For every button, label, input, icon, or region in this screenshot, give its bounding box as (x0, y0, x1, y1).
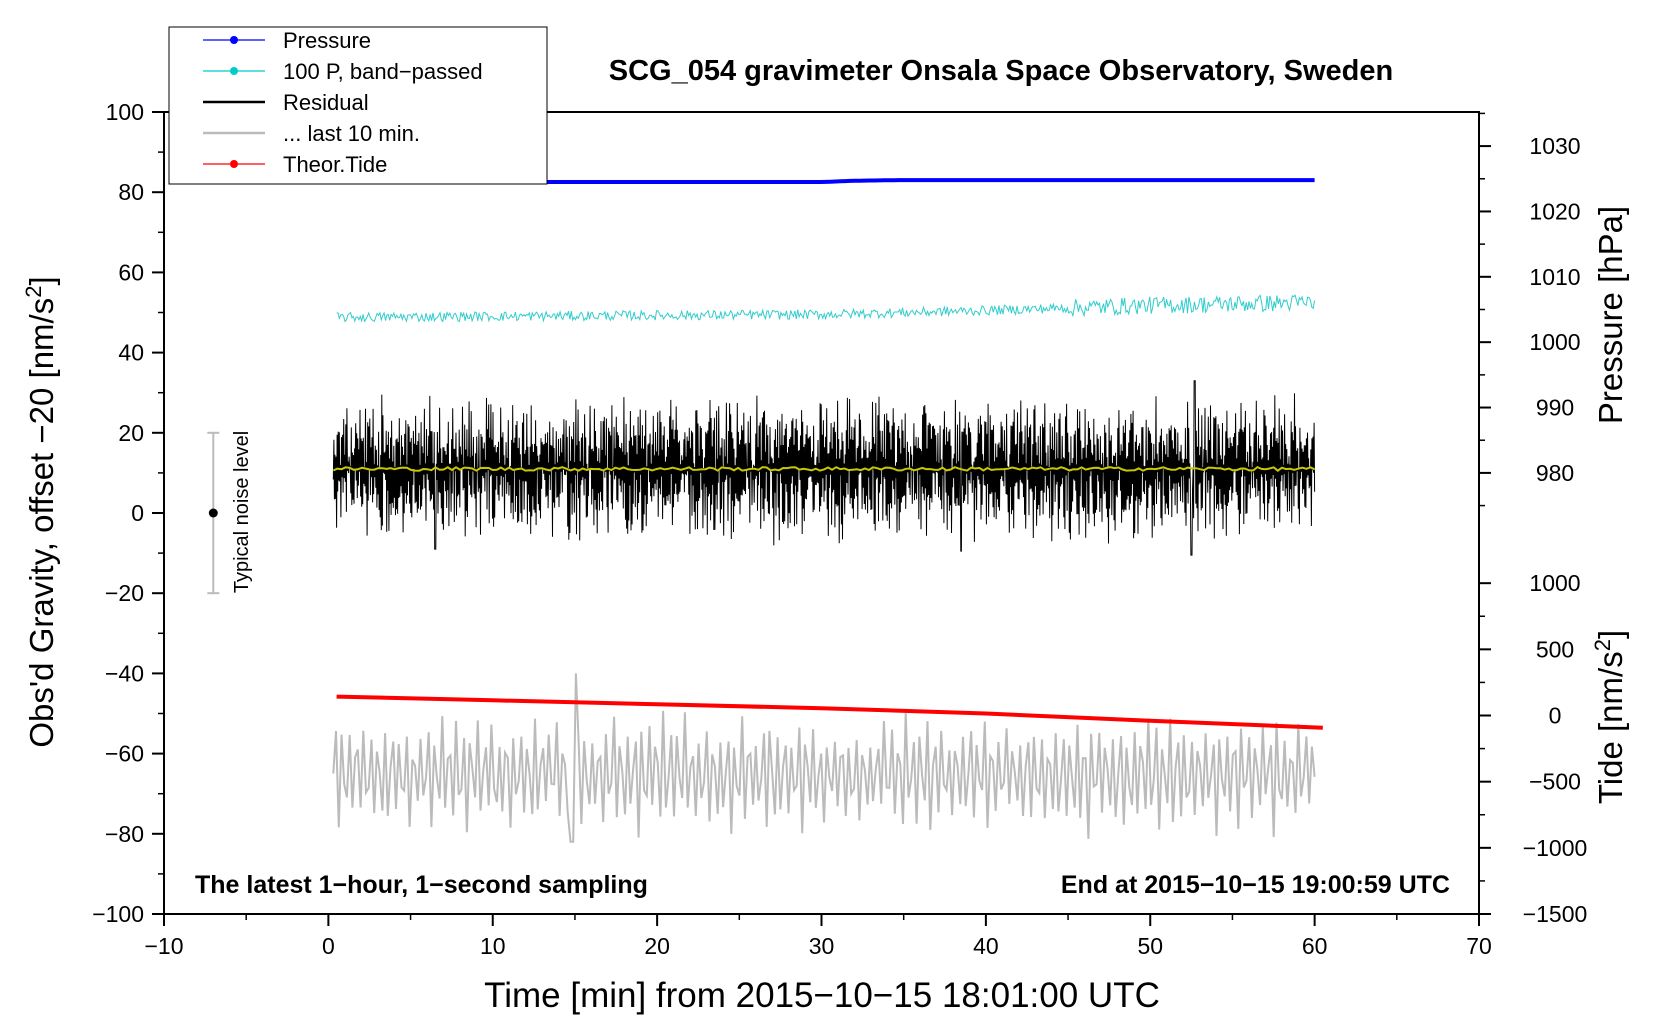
tide-tick-label: −1000 (1523, 835, 1588, 861)
chart-title: SCG_054 gravimeter Onsala Space Observat… (609, 55, 1393, 87)
x-axis: −10 0 10 20 30 40 50 60 70 (144, 914, 1492, 959)
tide-tick-label: 500 (1536, 636, 1574, 662)
tide-axis-label-sup: 2 (1590, 639, 1615, 651)
noise-bar-center-dot (208, 508, 218, 518)
legend-label: Theor.Tide (283, 152, 387, 177)
tide-axis-label-prefix: Tide [nm/s (1592, 651, 1629, 804)
legend-marker (230, 160, 238, 168)
series-residual-line (332, 380, 1316, 556)
y-tick-label: 60 (118, 259, 144, 285)
x-tick-label: 60 (1302, 933, 1328, 959)
end-time-note: End at 2015−10−15 19:00:59 UTC (1061, 871, 1450, 899)
x-tick-label: 20 (644, 933, 670, 959)
y-tick-label: 20 (118, 420, 144, 446)
y-tick-label: −40 (105, 660, 144, 686)
legend-box (168, 26, 548, 185)
series-layer (332, 178, 1323, 843)
pressure-tick-label: 990 (1536, 395, 1574, 421)
x-tick-label: 70 (1466, 933, 1492, 959)
y-tick-label: 100 (106, 99, 144, 125)
y-tick-label: −20 (105, 580, 144, 606)
x-axis-label: Time [min] from 2015−10−15 18:01:00 UTC (484, 976, 1160, 1015)
legend-marker (230, 67, 238, 75)
legend-label: Pressure (283, 28, 371, 53)
legend: Pressure 100 P, band−passed Residual ... la… (168, 26, 548, 185)
y-axis-label-sup: 2 (21, 286, 46, 298)
pressure-tick-label: 1020 (1529, 198, 1580, 224)
y-tick-label: 80 (118, 179, 144, 205)
noise-level-bar (207, 431, 220, 595)
y-tick-label: −60 (105, 741, 144, 767)
x-tick-label: 50 (1137, 933, 1163, 959)
tide-tick-label: 0 (1549, 703, 1562, 729)
pressure-tick-label: 1030 (1529, 133, 1580, 159)
x-tick-label: 0 (322, 933, 335, 959)
pressure-tick-label: 980 (1536, 460, 1574, 486)
y-axis-left: −100 −80 −60 −40 −20 0 20 40 60 80 100 (92, 99, 164, 927)
y-axis-label-suffix: ] (23, 276, 60, 285)
noise-level-label: Typical noise level (231, 431, 253, 593)
legend-label: ... last 10 min. (283, 121, 420, 146)
tide-tick-label: −500 (1529, 769, 1581, 795)
x-tick-label: −10 (144, 933, 183, 959)
y-tick-label: 40 (118, 340, 144, 366)
x-tick-label: 10 (480, 933, 506, 959)
tide-axis-label: Tide [nm/s2] (1590, 630, 1630, 804)
y-tick-label: −80 (105, 821, 144, 847)
series-last-10-min-line (332, 673, 1316, 843)
tide-axis-label-suffix: ] (1592, 630, 1629, 639)
y-axis-label-prefix: Obs'd Gravity, offset −20 [nm/s (23, 298, 60, 748)
legend-marker (230, 36, 238, 44)
x-tick-label: 30 (809, 933, 835, 959)
series-theor-tide-line (336, 694, 1323, 730)
series-band-passed-line (336, 294, 1316, 323)
legend-label: 100 P, band−passed (283, 59, 483, 84)
legend-label: Residual (283, 90, 369, 115)
series-residual-smoothed-line (332, 465, 1316, 472)
x-tick-label: 40 (973, 933, 999, 959)
y-axis-tide: −1500 −1000 −500 0 500 1000 (1479, 570, 1587, 927)
tide-tick-label: −1500 (1523, 901, 1588, 927)
tide-tick-label: 1000 (1529, 570, 1580, 596)
pressure-tick-label: 1010 (1529, 264, 1580, 290)
y-axis-label: Obs'd Gravity, offset −20 [nm/s2] (21, 276, 61, 747)
sampling-note: The latest 1−hour, 1−second sampling (195, 871, 648, 899)
y-tick-label: 0 (131, 500, 144, 526)
y-tick-label: −100 (92, 901, 144, 927)
pressure-tick-label: 1000 (1529, 329, 1580, 355)
pressure-axis-label: Pressure [hPa] (1592, 206, 1629, 424)
y-axis-pressure: 980 990 1000 1010 1020 1030 (1479, 112, 1581, 507)
